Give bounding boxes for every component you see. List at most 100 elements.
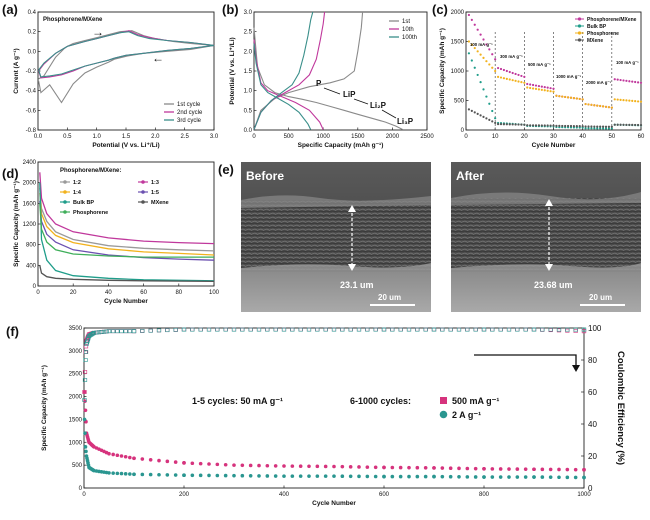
f-ce-point [104,329,109,334]
c-data-point [514,72,517,76]
f-capacity-point [498,475,503,479]
f-xtick-label: 0 [82,492,86,498]
f-capacity-point [123,454,128,459]
f-capacity-point [432,466,436,470]
f-capacity-point [557,475,561,480]
c-data-point [485,43,488,46]
c-data-point [511,79,514,82]
chart-f: 0 200 400 600 800 100005001000150020002500300… [41,324,626,507]
b-ytick-label: 3.0 [244,10,253,16]
c-data-point [636,81,640,84]
f-capacity-point [357,465,361,469]
f-capacity-point [140,472,145,477]
f-ytick-label: 3500 [69,326,83,332]
c-data-point [496,66,500,70]
c-data-point [552,87,555,90]
c-data-point [526,82,529,86]
f-capacity-point [290,474,295,478]
f-ce-point [123,329,128,334]
c-data-point [491,66,494,69]
f-legend-label: 2 A g⁻¹ [452,410,481,420]
d-xtick-label: 20 [70,290,77,296]
c-data-point [502,123,506,126]
f-capacity-point [582,475,586,480]
c-data-point [622,123,625,126]
b-ytick-label: 0.0 [244,128,253,134]
f-capacity-point [248,463,253,468]
c-data-point [529,86,532,90]
f-ce-point [111,329,116,334]
c-data-point [639,100,643,103]
f-ce-point [431,327,437,332]
f-ce-point [481,327,487,332]
f-ce-point [390,327,395,332]
before-thickness: 23.1 um [340,280,374,290]
c-data-point [587,125,590,128]
f-ce-point [531,327,537,332]
f-capacity-point [132,456,136,461]
f-ce-point [265,327,270,332]
c-data-point [514,79,517,82]
f-capacity-point [111,452,115,457]
f-ce-point [215,327,220,332]
f-capacity-point [198,473,203,478]
d-xtick-label: 100 [209,290,220,296]
f-ce-point [481,327,487,332]
c-data-point [482,115,485,118]
c-data-point [505,123,508,126]
c-data-point [531,124,535,127]
f-ce-point [181,327,187,332]
f-capacity-point [507,467,511,471]
c-data-point [604,127,608,130]
c-data-point [634,123,637,127]
c-ylabel: Specific Capacity (mAh g⁻¹) [439,28,446,114]
f-ce-arrowhead [572,365,580,372]
c-data-point [488,102,491,105]
cv-curve [38,31,215,78]
c-data-point [590,127,593,130]
f-ce-point [498,327,503,332]
c-data-point [572,124,576,128]
d-xlabel: Cycle Number [104,298,148,305]
d-legend-marker [63,200,67,204]
f-ce-point [356,327,362,332]
f-ce-point [156,328,162,333]
f-ce-point [119,329,124,334]
cv-curve [38,30,215,79]
a-ytick-label: 0.2 [28,30,37,36]
c-data-point [584,125,587,128]
f-ce-point [240,327,245,332]
a-legend-label: 3rd cycle [177,118,202,124]
f-y2label: Coulombic Efficiency (%) [615,351,626,465]
f-capacity-point [407,474,411,479]
a-ytick-label: -0.6 [26,108,37,114]
panel-c-label: (c) [432,2,448,17]
f-capacity-point [123,472,128,476]
f-y2tick-label: 80 [588,356,597,365]
d-ytick-label: 1200 [23,222,37,228]
c-data-point [587,127,590,130]
f-capacity-point [265,463,270,468]
f-ce-point [440,327,445,332]
b-legend-label: 100th [402,35,417,41]
a-ytick-label: -0.4 [26,89,37,95]
c-data-point [494,117,497,120]
c-data-point [628,80,631,83]
f-ce-point [223,327,228,332]
scalebar-before-label: 20 um [378,293,401,302]
f-legend-marker [440,397,447,404]
f-capacity-point [273,474,278,478]
f-capacity-point [257,463,261,468]
c-legend-marker [577,24,582,28]
c-data-point [558,95,561,98]
c-data-point [491,120,494,123]
b-phase-label: Li₃P [397,117,414,126]
f-capacity-point [248,474,253,478]
c-data-point [616,123,619,126]
f-ce-point [231,327,237,332]
c-data-point [531,83,535,87]
c-data-point [470,59,473,62]
f-capacity-point [157,472,161,477]
c-data-point [505,69,508,73]
f-ce-point [415,327,420,332]
